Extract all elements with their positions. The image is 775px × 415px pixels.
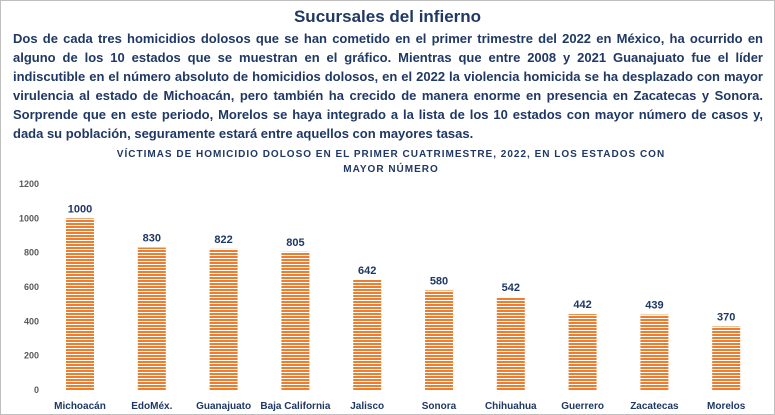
x-tick-label: Guerrero (561, 401, 604, 412)
bar (568, 314, 597, 390)
x-tick-label: Sonora (422, 401, 457, 412)
description-paragraph: Dos de cada tres homicidios dolosos que … (13, 31, 763, 141)
y-tick-label: 1000 (19, 213, 39, 223)
bar (66, 218, 94, 390)
x-tick-label: Chihuahua (485, 401, 537, 412)
bar (353, 279, 382, 390)
bar (496, 296, 525, 390)
y-tick-label: 600 (24, 282, 39, 292)
bar (281, 251, 310, 390)
data-label: 830 (143, 233, 161, 245)
bar (425, 290, 453, 390)
y-tick-label: 200 (24, 351, 39, 361)
data-label: 805 (286, 237, 304, 249)
x-tick-label: Baja California (260, 401, 330, 412)
x-tick-label: Michoacán (54, 401, 106, 412)
page-title: Sucursales del infierno (293, 7, 482, 26)
x-tick-label: Morelos (707, 401, 746, 412)
data-label: 370 (717, 311, 735, 323)
chart-title: VÍCTIMAS DE HOMICIDIO DOLOSO EN EL PRIME… (116, 149, 666, 175)
data-label: 542 (502, 282, 520, 294)
data-label: 822 (214, 234, 232, 246)
data-label: 642 (358, 265, 376, 277)
bar (209, 248, 238, 390)
bar (137, 247, 166, 390)
x-tick-label: EdoMéx. (131, 401, 172, 412)
data-label: 442 (573, 299, 591, 311)
y-tick-label: 800 (24, 248, 39, 258)
y-tick-label: 400 (24, 316, 39, 326)
data-label: 1000 (68, 203, 92, 215)
x-tick-label: Zacatecas (630, 401, 679, 412)
x-tick-label: Jalisco (350, 401, 384, 412)
bar (712, 326, 741, 390)
y-tick-label: 1200 (19, 179, 39, 189)
data-label: 439 (645, 300, 663, 312)
x-tick-label: Guanajuato (196, 401, 251, 412)
bar (640, 314, 669, 390)
data-label: 580 (430, 275, 448, 287)
y-tick-label: 0 (34, 385, 39, 395)
